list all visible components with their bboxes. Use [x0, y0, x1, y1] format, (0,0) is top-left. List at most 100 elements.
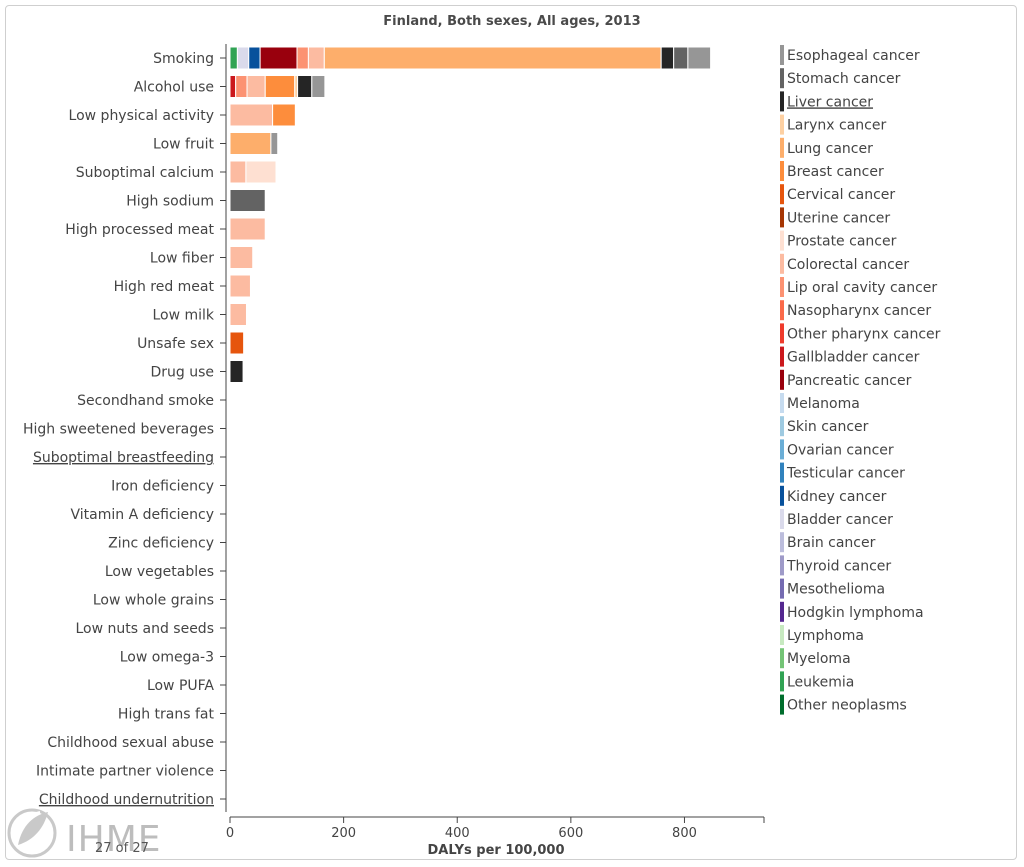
legend-item-testicular-cancer[interactable]: Testicular cancer [780, 462, 905, 483]
legend-item-gallbladder-cancer[interactable]: Gallbladder cancer [780, 346, 920, 367]
bar-segment-smoking-stomach-cancer[interactable] [673, 46, 689, 70]
legend-item-cervical-cancer[interactable]: Cervical cancer [780, 184, 895, 205]
legend-item-kidney-cancer[interactable]: Kidney cancer [780, 485, 887, 506]
bar-segment-alcohol-use-colorectal-cancer[interactable] [246, 75, 266, 98]
bar-segment-alcohol-use-esophageal-cancer[interactable] [311, 75, 326, 98]
bar-segment-high-sodium-stomach-cancer[interactable] [229, 189, 266, 212]
y-label-childhood-undernutrition[interactable]: Childhood undernutrition [39, 792, 214, 808]
legend-item-pancreatic-cancer[interactable]: Pancreatic cancer [780, 369, 912, 390]
legend-item-lymphoma[interactable]: Lymphoma [780, 625, 864, 645]
legend-swatch [780, 91, 784, 112]
legend-swatch [780, 114, 784, 135]
legend-item-mesothelioma[interactable]: Mesothelioma [780, 578, 885, 599]
bar-segment-smoking-esophageal-cancer[interactable] [687, 46, 712, 70]
legend-item-prostate-cancer[interactable]: Prostate cancer [780, 230, 897, 251]
bar-segment-smoking-liver-cancer[interactable] [660, 46, 675, 70]
bar-segment-low-milk-colorectal-cancer[interactable] [229, 303, 247, 326]
legend-swatch [780, 393, 784, 413]
legend-label: Colorectal cancer [787, 257, 909, 273]
legend-item-larynx-cancer[interactable]: Larynx cancer [780, 114, 886, 135]
y-label-low-fruit: Low fruit [153, 137, 214, 153]
legend-item-other-pharynx-cancer[interactable]: Other pharynx cancer [780, 323, 941, 344]
bar-segment-high-processed-meat-colorectal-cancer[interactable] [229, 217, 266, 241]
legend-item-colorectal-cancer[interactable]: Colorectal cancer [780, 253, 909, 274]
legend-item-melanoma[interactable]: Melanoma [780, 393, 860, 413]
x-tick-label: 800 [672, 826, 697, 841]
y-axis-labels: Smoking Alcohol use Low physical activity L… [23, 51, 215, 808]
bar-segment-alcohol-use-gallbladder-cancer[interactable] [229, 75, 237, 98]
x-tick-label: 600 [558, 826, 583, 841]
bar-segment-drug-use-liver-cancer[interactable] [229, 360, 244, 383]
legend-label: Nasopharynx cancer [787, 303, 931, 319]
legend-item-lung-cancer[interactable]: Lung cancer [780, 137, 873, 158]
y-label-low-vegetables: Low vegetables [105, 564, 214, 580]
bar-segment-smoking-bladder-cancer[interactable] [236, 46, 250, 70]
legend-label: Larynx cancer [787, 118, 886, 134]
legend-swatch [780, 485, 784, 506]
legend-item-lip-oral-cavity-cancer[interactable]: Lip oral cavity cancer [780, 277, 937, 297]
y-label-alcohol-use: Alcohol use [134, 80, 214, 96]
y-label-low-nuts-and-seeds: Low nuts and seeds [76, 621, 215, 637]
legend-item-nasopharynx-cancer[interactable]: Nasopharynx cancer [780, 300, 931, 321]
legend-label: Thyroid cancer [786, 558, 891, 574]
legend-item-liver-cancer[interactable]: Liver cancer [780, 91, 873, 112]
bar-segment-smoking-lip-oral-cavity-cancer[interactable] [296, 46, 309, 70]
y-label-suboptimal-breastfeeding[interactable]: Suboptimal breastfeeding [33, 450, 214, 466]
legend-label: Melanoma [787, 396, 860, 412]
bar-segment-high-red-meat-colorectal-cancer[interactable] [229, 274, 251, 298]
legend-label: Uterine cancer [787, 210, 890, 226]
bar-segment-suboptimal-calcium-colorectal-cancer[interactable] [229, 160, 247, 184]
bar-segment-alcohol-use-liver-cancer[interactable] [297, 75, 313, 98]
legend-item-stomach-cancer[interactable]: Stomach cancer [780, 68, 901, 89]
legend-item-hodgkin-lymphoma[interactable]: Hodgkin lymphoma [780, 601, 924, 622]
legend-item-brain-cancer[interactable]: Brain cancer [780, 532, 876, 553]
y-label-intimate-partner-violence: Intimate partner violence [36, 764, 214, 780]
bar-segment-smoking-leukemia[interactable] [229, 46, 238, 70]
legend-label: Esophageal cancer [787, 48, 920, 64]
legend-item-bladder-cancer[interactable]: Bladder cancer [780, 509, 893, 529]
legend-item-uterine-cancer[interactable]: Uterine cancer [780, 207, 890, 228]
x-axis-ticks: 0 200 400 600 800 [226, 817, 765, 841]
bar-segment-alcohol-use-lip-oral-cavity-cancer[interactable] [235, 75, 248, 98]
legend-item-thyroid-cancer[interactable]: Thyroid cancer [780, 555, 891, 576]
legend-label: Hodgkin lymphoma [787, 605, 924, 621]
bar-segment-smoking-kidney-cancer[interactable] [248, 46, 261, 70]
x-tick-label: 0 [226, 826, 234, 841]
bars [229, 46, 712, 412]
bar-segment-suboptimal-calcium-prostate-cancer[interactable] [245, 160, 277, 184]
bar-segment-low-fruit-esophageal-cancer[interactable] [270, 132, 279, 155]
legend-swatch [780, 578, 784, 599]
legend-item-myeloma[interactable]: Myeloma [780, 648, 851, 669]
y-label-unsafe-sex: Unsafe sex [137, 336, 214, 352]
bar-segment-low-fiber-colorectal-cancer[interactable] [229, 246, 254, 269]
bar-segment-secondhand-smoke-lung-cancer[interactable] [229, 388, 232, 412]
legend[interactable]: Esophageal cancer Stomach cancer Liver can… [780, 45, 941, 715]
bar-segment-low-fruit-lung-cancer[interactable] [229, 132, 272, 155]
bar-segment-alcohol-use-breast-cancer[interactable] [264, 75, 296, 98]
legend-swatch [780, 601, 784, 622]
legend-item-leukemia[interactable]: Leukemia [780, 671, 854, 692]
legend-label: Bladder cancer [787, 512, 893, 528]
legend-swatch [780, 462, 784, 483]
legend-item-skin-cancer[interactable]: Skin cancer [780, 416, 869, 437]
bar-segment-low-physical-activity-colorectal-cancer[interactable] [229, 103, 274, 127]
legend-item-ovarian-cancer[interactable]: Ovarian cancer [780, 439, 894, 460]
bar-segment-unsafe-sex-cervical-cancer[interactable] [229, 331, 245, 355]
y-label-low-pufa: Low PUFA [147, 678, 214, 694]
bar-segment-low-physical-activity-breast-cancer[interactable] [272, 103, 296, 127]
legend-swatch [780, 300, 784, 321]
bar-segment-smoking-lung-cancer[interactable] [323, 46, 662, 70]
ihme-logo: IHME [7, 808, 162, 860]
bar-segment-smoking-pancreatic-cancer[interactable] [259, 46, 298, 70]
legend-label: Other neoplasms [787, 698, 907, 714]
legend-item-breast-cancer[interactable]: Breast cancer [780, 161, 884, 181]
legend-item-other-neoplasms[interactable]: Other neoplasms [780, 694, 907, 715]
legend-label: Other pharynx cancer [787, 326, 941, 342]
legend-swatch [780, 369, 784, 390]
ihme-wordmark: IHME [66, 819, 162, 860]
legend-item-esophageal-cancer[interactable]: Esophageal cancer [780, 45, 920, 65]
legend-label: Brain cancer [787, 535, 876, 551]
legend-swatch [780, 45, 784, 65]
legend-label: Kidney cancer [787, 489, 887, 505]
bar-segment-smoking-colorectal-cancer[interactable] [307, 46, 325, 70]
